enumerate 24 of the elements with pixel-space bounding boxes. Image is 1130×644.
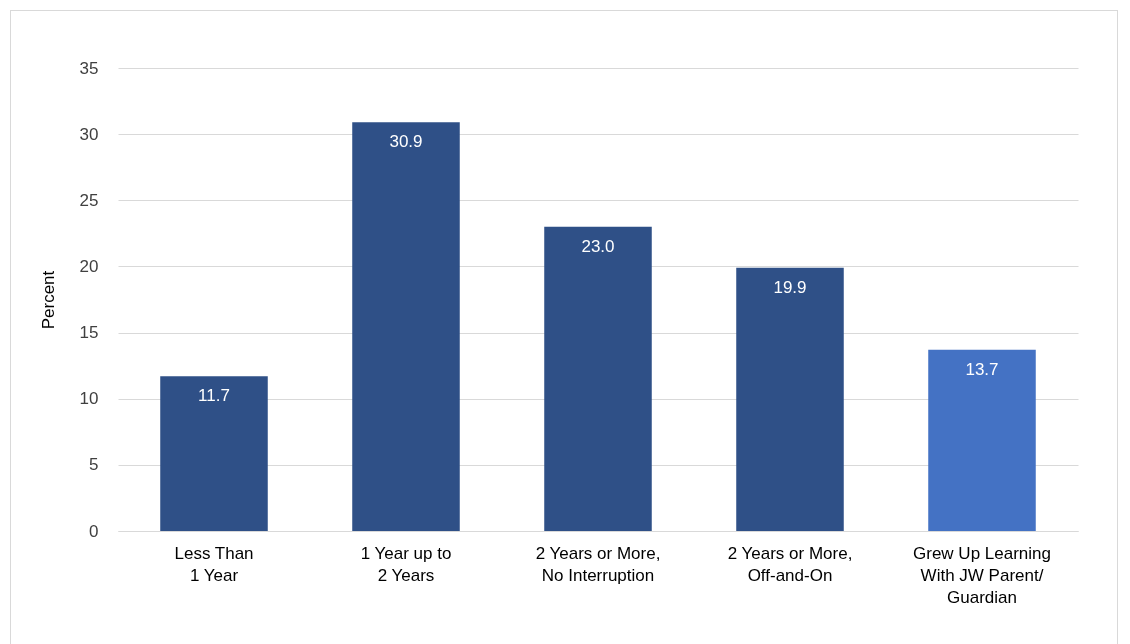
y-tick-label: 10 bbox=[79, 389, 99, 409]
bar bbox=[736, 267, 844, 531]
bar bbox=[928, 349, 1036, 531]
bar bbox=[544, 226, 652, 531]
x-tick-label: Less Than 1 Year bbox=[174, 543, 254, 585]
bar bbox=[160, 376, 268, 531]
y-tick-label: 35 bbox=[79, 58, 99, 78]
bar bbox=[352, 122, 460, 531]
data-label: 11.7 bbox=[198, 386, 230, 406]
x-tick-label: 2 Years or More, Off-and-On bbox=[727, 543, 853, 585]
data-label: 19.9 bbox=[773, 277, 807, 297]
y-tick-label: 25 bbox=[79, 190, 99, 210]
data-label: 13.7 bbox=[965, 359, 999, 379]
y-tick-label: 20 bbox=[79, 256, 99, 276]
y-axis-title: Percent bbox=[38, 270, 58, 330]
y-tick-label: 30 bbox=[79, 124, 99, 144]
x-tick-label: 2 Years or More, No Interruption bbox=[535, 543, 661, 585]
y-tick-label: 5 bbox=[89, 455, 99, 475]
data-label: 30.9 bbox=[389, 132, 423, 152]
y-tick-label: 15 bbox=[79, 323, 99, 343]
x-tick-label: 1 Year up to 2 Years bbox=[360, 543, 452, 585]
y-tick-label: 0 bbox=[89, 521, 99, 541]
data-label: 23.0 bbox=[581, 236, 615, 256]
x-tick-label: Grew Up Learning With JW Parent/ Guardian bbox=[913, 543, 1051, 607]
